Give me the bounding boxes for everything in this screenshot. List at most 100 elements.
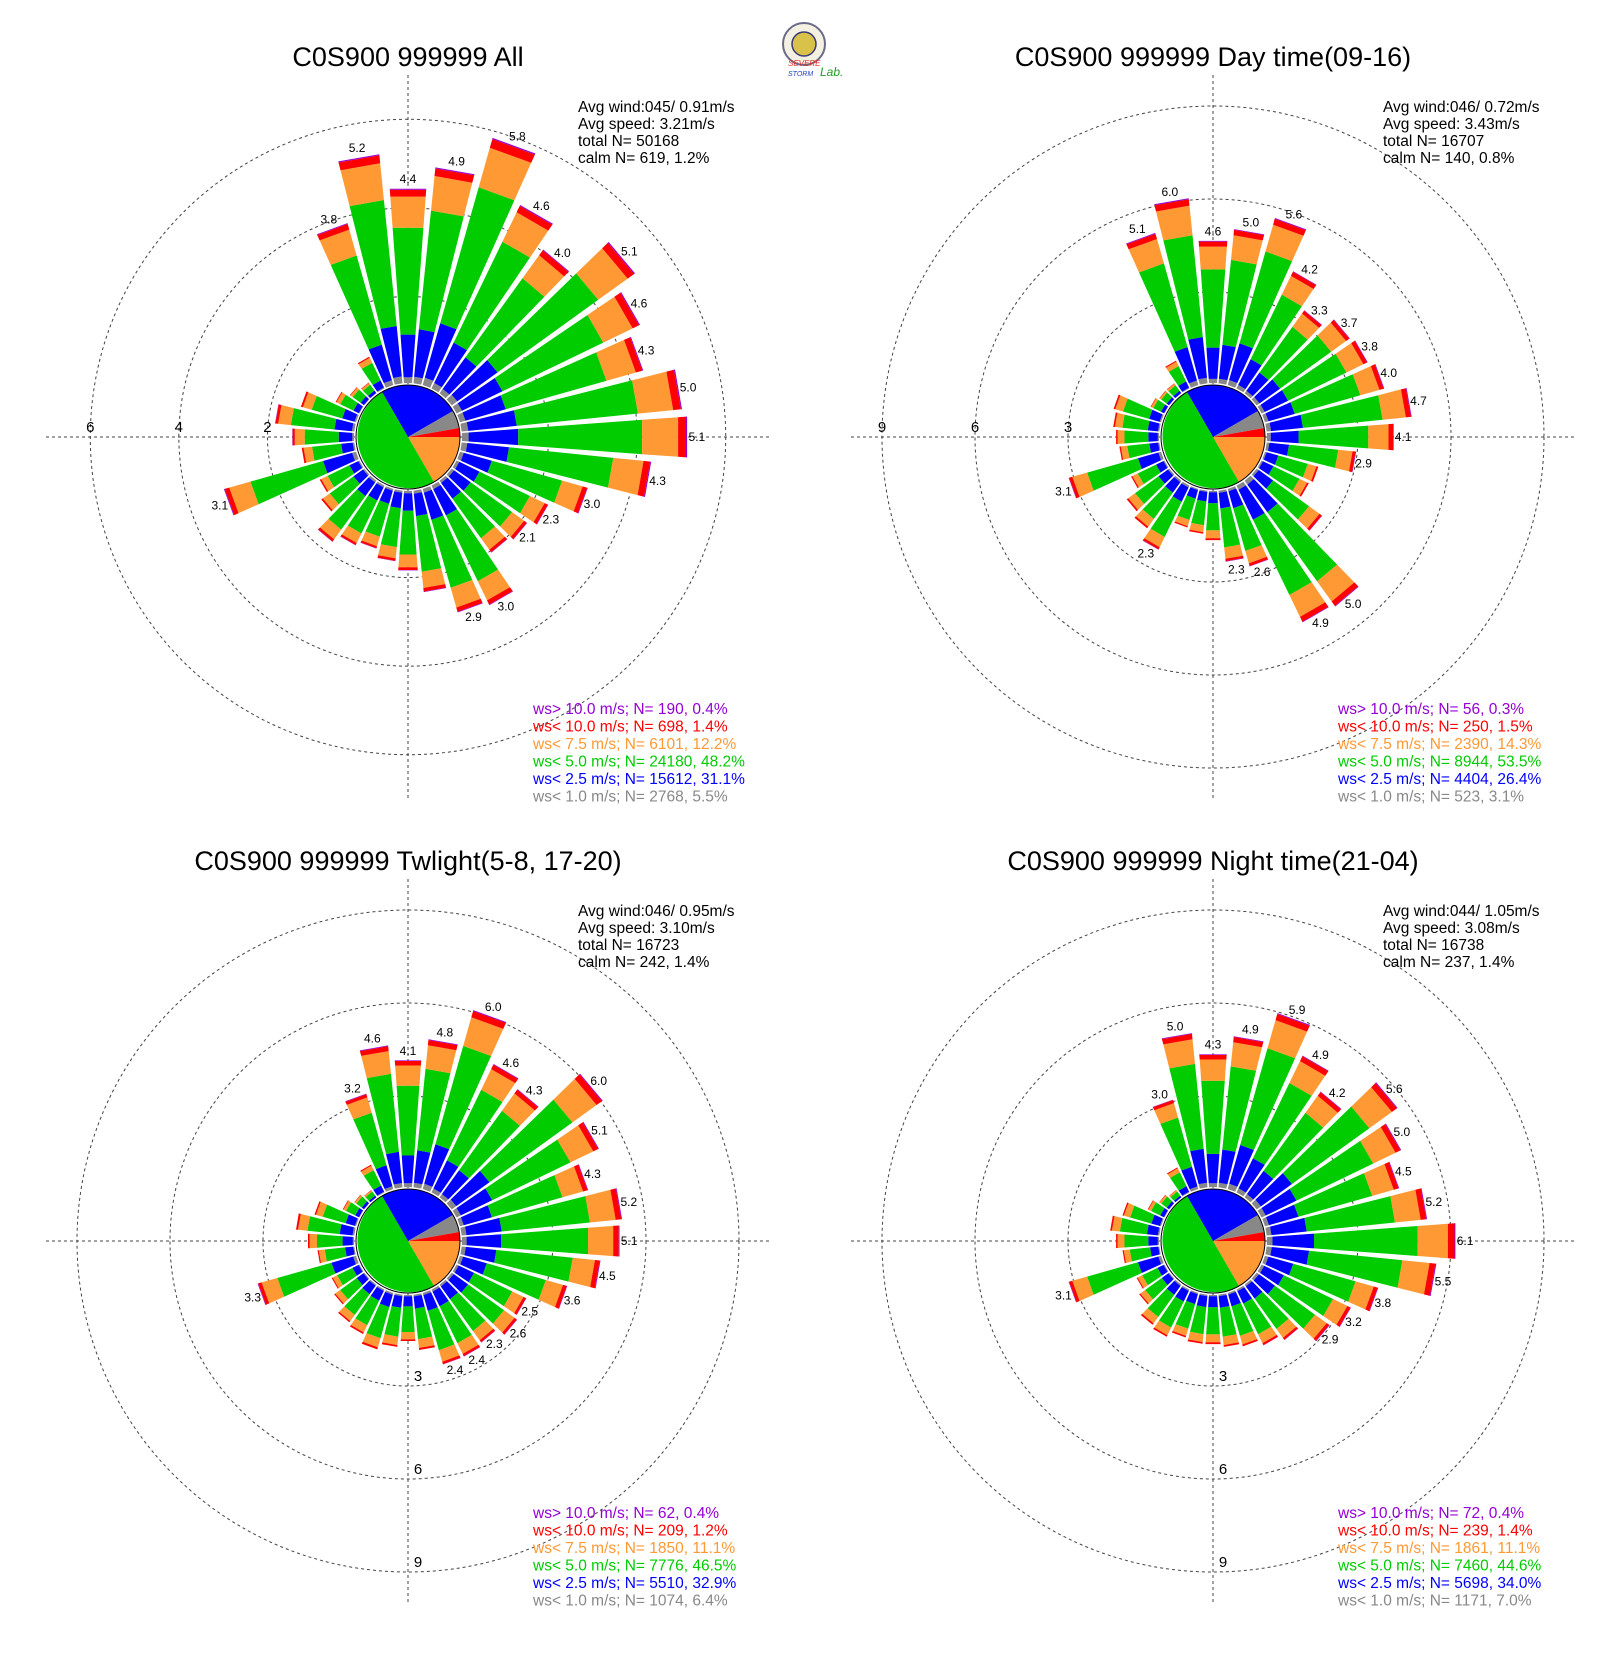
bar-value-label: 5.6 bbox=[1386, 1082, 1403, 1096]
bar-segment bbox=[1263, 1112, 1324, 1179]
bar-value-label: 3.1 bbox=[211, 499, 228, 513]
wind-sector-bar bbox=[1171, 1290, 1199, 1338]
bar-segment bbox=[403, 1294, 413, 1297]
bar-segment bbox=[1154, 1320, 1172, 1336]
wind-sector-bar bbox=[1110, 1215, 1161, 1236]
bar-segment bbox=[1163, 235, 1203, 340]
bar-segment bbox=[568, 1257, 595, 1288]
bar-segment bbox=[1265, 402, 1295, 422]
bar-segment bbox=[1208, 378, 1218, 384]
bar-segment bbox=[1262, 1217, 1269, 1227]
bar-segment bbox=[1303, 1314, 1327, 1339]
legend-entry: ws< 10.0 m/s; N= 209, 1.2% bbox=[532, 1523, 728, 1540]
bar-value-label: 2.3 bbox=[1228, 562, 1245, 576]
bar-segment bbox=[1222, 1334, 1239, 1346]
bar-segment bbox=[352, 1227, 356, 1236]
bar-segment bbox=[439, 388, 450, 399]
bar-segment bbox=[1287, 444, 1339, 468]
bar-segment bbox=[427, 1307, 455, 1351]
bar-value-label: 5.2 bbox=[1425, 1195, 1442, 1209]
bar-segment bbox=[1354, 340, 1368, 363]
bar-segment bbox=[1218, 1294, 1230, 1308]
bar-segment bbox=[1158, 1255, 1164, 1265]
bar-segment bbox=[224, 487, 239, 516]
bar-value-label: 3.6 bbox=[564, 1294, 581, 1308]
bar-segment bbox=[1278, 1275, 1334, 1316]
logo-severe-text: SEVERE bbox=[788, 59, 821, 68]
bar-segment bbox=[1208, 490, 1218, 493]
bar-segment bbox=[298, 1213, 310, 1231]
wind-sector-bar bbox=[349, 1285, 385, 1334]
bar-segment bbox=[381, 1342, 398, 1347]
bar-segment bbox=[1119, 446, 1124, 461]
bar-segment bbox=[463, 482, 513, 527]
legend-entry: ws< 1.0 m/s; N= 1074, 6.4% bbox=[532, 1593, 728, 1610]
bar-segment bbox=[1168, 1272, 1175, 1280]
bar-segment bbox=[413, 1150, 431, 1185]
bar-segment bbox=[1262, 413, 1269, 423]
wind-sector-bar bbox=[460, 369, 682, 432]
bar-segment bbox=[1167, 468, 1175, 476]
wind-sector-bar bbox=[1218, 1036, 1264, 1189]
bar-segment bbox=[1117, 430, 1125, 444]
bar-segment bbox=[1230, 1042, 1262, 1071]
bar-segment bbox=[343, 1200, 351, 1211]
bar-segment bbox=[1137, 464, 1161, 485]
wind-sector-bar bbox=[1153, 1285, 1190, 1337]
bar-segment bbox=[500, 512, 525, 537]
wind-sector-bar bbox=[1265, 1188, 1428, 1236]
wind-sector-bar bbox=[381, 1293, 403, 1347]
bar-segment bbox=[1124, 1234, 1149, 1248]
bar-segment bbox=[1205, 530, 1221, 539]
bar-segment bbox=[1160, 404, 1168, 414]
bar-segment bbox=[1365, 1286, 1378, 1312]
bar-segment bbox=[462, 395, 506, 421]
bar-segment bbox=[1186, 487, 1198, 499]
bar-segment bbox=[1244, 475, 1254, 485]
bar-segment bbox=[261, 1278, 285, 1304]
bar-value-label: 5.2 bbox=[620, 1195, 637, 1209]
bar-segment bbox=[463, 1346, 481, 1357]
bar-segment bbox=[345, 1214, 358, 1226]
bar-segment bbox=[1300, 395, 1383, 428]
wind-sector-bar bbox=[452, 1121, 599, 1218]
bar-segment bbox=[1157, 1227, 1161, 1236]
wind-sector-bar bbox=[319, 460, 364, 493]
bar-segment bbox=[1167, 1167, 1178, 1175]
bar-segment bbox=[354, 1195, 363, 1204]
bar-segment bbox=[403, 1296, 413, 1307]
bar-segment bbox=[1190, 1148, 1208, 1185]
bar-segment bbox=[1157, 423, 1161, 432]
bar-segment bbox=[398, 567, 418, 570]
bar-segment bbox=[1275, 1013, 1310, 1032]
bar-segment bbox=[362, 468, 370, 476]
bar-segment bbox=[432, 1287, 449, 1307]
wind-sector-bar bbox=[1227, 1013, 1311, 1192]
bar-value-label: 3.1 bbox=[1055, 484, 1072, 498]
bar-segment bbox=[421, 568, 446, 588]
bar-segment bbox=[642, 417, 679, 457]
bar-segment bbox=[438, 1344, 460, 1362]
stats-line: Avg speed: 3.10m/s bbox=[578, 920, 715, 937]
bar-segment bbox=[1159, 414, 1164, 423]
bar-value-label: 4.2 bbox=[1301, 263, 1318, 277]
bar-value-label: 5.0 bbox=[680, 381, 697, 395]
wind-sector-bar bbox=[1244, 1091, 1342, 1203]
bar-segment bbox=[1188, 337, 1207, 380]
bar-segment bbox=[418, 1336, 435, 1348]
bar-segment bbox=[1272, 335, 1332, 389]
bar-value-label: 3.7 bbox=[1341, 316, 1358, 330]
bar-segment bbox=[339, 1306, 355, 1321]
bar-segment bbox=[384, 1186, 394, 1192]
bar-segment bbox=[318, 1249, 327, 1263]
bar-segment bbox=[620, 292, 640, 326]
bar-segment bbox=[1233, 1036, 1264, 1043]
bar-segment bbox=[1199, 1293, 1208, 1297]
logo-storm-text: STORM bbox=[788, 71, 813, 78]
legend-entry: ws< 10.0 m/s; N= 250, 1.5% bbox=[1337, 719, 1533, 736]
bar-segment bbox=[457, 1217, 464, 1227]
bar-segment bbox=[1147, 1200, 1154, 1210]
wind-sector-bar bbox=[300, 391, 359, 423]
bar-segment bbox=[423, 1292, 438, 1311]
